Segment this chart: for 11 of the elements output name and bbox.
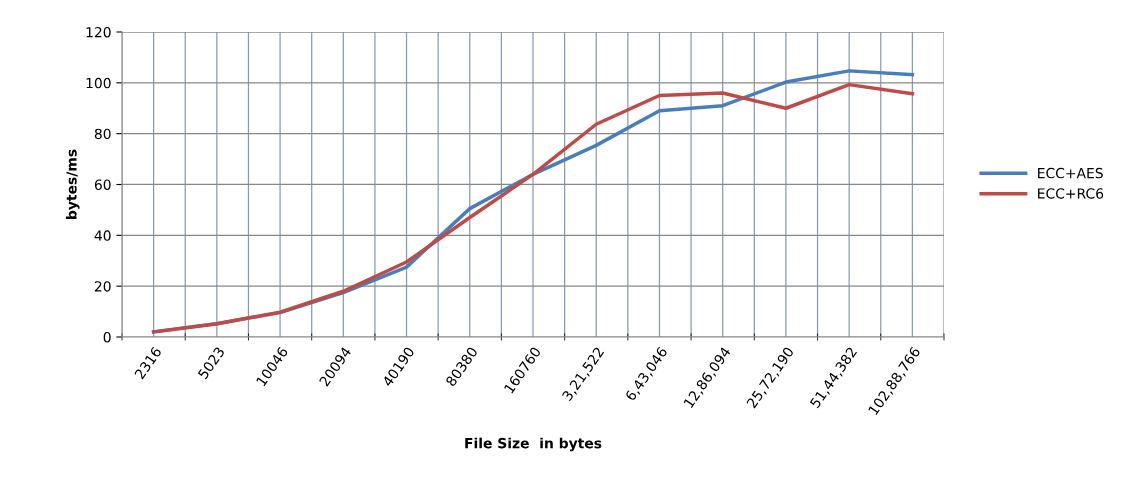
legend-label: ECC+RC6 — [1038, 188, 1104, 199]
y-tick-label: 120 — [86, 26, 111, 38]
y-tick-label: 60 — [94, 179, 111, 190]
y-tick-label: 40 — [94, 230, 111, 241]
legend-label: ECC+AES — [1038, 167, 1103, 179]
y-tick-label: 100 — [86, 77, 111, 89]
x-axis-title: File Size in bytes — [465, 437, 602, 452]
y-tick-label: 20 — [94, 281, 111, 292]
y-axis-title: bytes/ms — [65, 149, 80, 219]
y-tick-label: 80 — [94, 128, 111, 140]
y-tick-label: 0 — [103, 331, 111, 343]
